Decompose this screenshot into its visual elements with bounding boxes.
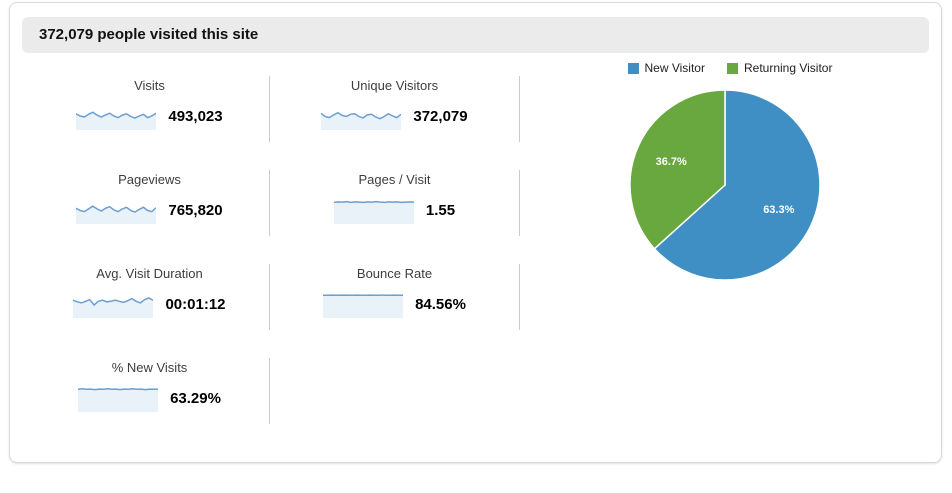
metric-value: 1.55 <box>425 202 456 219</box>
metric-label: Avg. Visit Duration <box>96 266 203 281</box>
sparkline-chart <box>323 294 404 318</box>
pie-legend: New Visitor Returning Visitor <box>560 61 900 75</box>
metric-body: 1.55 <box>270 197 519 224</box>
metric-body: 372,079 <box>270 103 519 130</box>
metric-tile-pages-per-visit: Pages / Visit 1.55 <box>270 170 520 236</box>
metric-body: 84.56% <box>270 291 519 318</box>
sparkline-chart <box>333 200 414 224</box>
metric-tile-unique-visitors: Unique Visitors 372,079 <box>270 76 520 142</box>
metric-label: Visits <box>134 78 165 93</box>
sparkline-chart <box>78 388 159 412</box>
metric-value: 765,820 <box>168 202 223 219</box>
report-card: 372,079 people visited this site Visits … <box>9 2 942 463</box>
metrics-row: % New Visits 63.29% <box>30 358 520 424</box>
metric-value: 84.56% <box>415 296 466 313</box>
sparkline-chart <box>321 111 402 130</box>
metric-tile-visits: Visits 493,023 <box>30 76 270 142</box>
legend-swatch-returning-visitor-icon <box>726 62 738 74</box>
metric-body: 765,820 <box>30 197 269 224</box>
legend-item-returning-visitor: Returning Visitor <box>726 61 833 75</box>
sparkline-chart <box>76 205 157 224</box>
metrics-row: Pageviews 765,820 Pages / Visit 1.55 <box>30 170 520 236</box>
metrics-row: Visits 493,023 Unique Visitors 372,079 <box>30 76 520 142</box>
legend-label: New Visitor <box>644 61 705 75</box>
metric-tile-avg-visit-duration: Avg. Visit Duration 00:01:12 <box>30 264 270 330</box>
metric-body: 63.29% <box>30 385 269 412</box>
page-title: 372,079 people visited this site <box>22 17 929 53</box>
metric-body: 00:01:12 <box>30 291 269 318</box>
metric-tile-pageviews: Pageviews 765,820 <box>30 170 270 236</box>
metric-value: 00:01:12 <box>165 296 226 313</box>
metric-value: 493,023 <box>168 108 223 125</box>
metrics-grid: Visits 493,023 Unique Visitors 372,079 P… <box>30 76 520 452</box>
metric-label: Bounce Rate <box>356 266 433 281</box>
metric-label: Pageviews <box>118 172 181 187</box>
metric-label: % New Visits <box>111 360 188 375</box>
sparkline-chart <box>76 111 157 130</box>
metric-tile-percent-new-visits: % New Visits 63.29% <box>30 358 270 424</box>
metric-value: 372,079 <box>413 108 468 125</box>
legend-item-new-visitor: New Visitor <box>627 61 705 75</box>
metrics-row: Avg. Visit Duration 00:01:12 Bounce Rate… <box>30 264 520 330</box>
metric-tile-bounce-rate: Bounce Rate 84.56% <box>270 264 520 330</box>
pie-chart: 63.3% 36.7% <box>629 89 821 281</box>
metric-value: 63.29% <box>170 390 221 407</box>
svg-text:63.3%: 63.3% <box>763 204 794 216</box>
legend-label: Returning Visitor <box>743 61 833 75</box>
legend-swatch-new-visitor-icon <box>627 62 639 74</box>
metric-body: 493,023 <box>30 103 269 130</box>
metric-label: Unique Visitors <box>350 78 439 93</box>
svg-text:36.7%: 36.7% <box>656 156 687 168</box>
metric-label: Pages / Visit <box>358 172 431 187</box>
sparkline-chart <box>73 297 154 318</box>
